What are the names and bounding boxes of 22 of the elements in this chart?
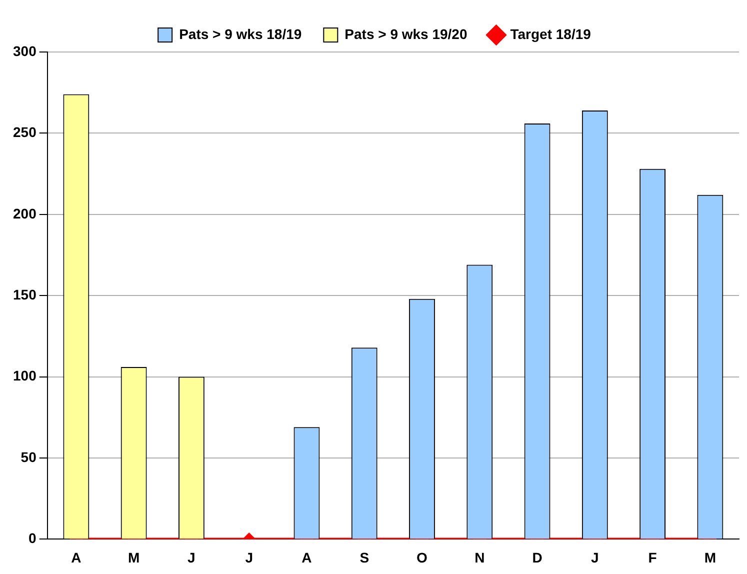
x-tick-label: A: [302, 549, 312, 566]
y-tick-label: 250: [13, 124, 37, 140]
y-tick-label: 50: [20, 448, 37, 465]
legend-label: Pats > 9 wks 19/20: [344, 26, 468, 42]
x-tick-label: J: [188, 549, 196, 566]
x-tick-label: F: [648, 549, 658, 566]
x-tick-label: A: [71, 549, 82, 566]
y-tick-label: 200: [13, 205, 37, 222]
y-tick-label: 100: [13, 368, 37, 384]
x-tick-label: N: [474, 549, 485, 566]
y-tick-label: 0: [28, 530, 37, 546]
x-tick-label: M: [128, 549, 140, 566]
legend-label: Pats > 9 wks 18/19: [179, 26, 302, 42]
x-tick-label: J: [591, 549, 599, 566]
y-tick-label: 150: [13, 286, 37, 302]
y-tick-label: 300: [13, 42, 37, 59]
x-tick-label: D: [532, 549, 542, 566]
x-tick-label: J: [245, 549, 253, 566]
x-tick-label: O: [416, 549, 428, 566]
x-tick-label: S: [360, 549, 370, 566]
legend-label: Target 18/19: [510, 26, 592, 42]
x-tick-label: M: [704, 549, 716, 566]
